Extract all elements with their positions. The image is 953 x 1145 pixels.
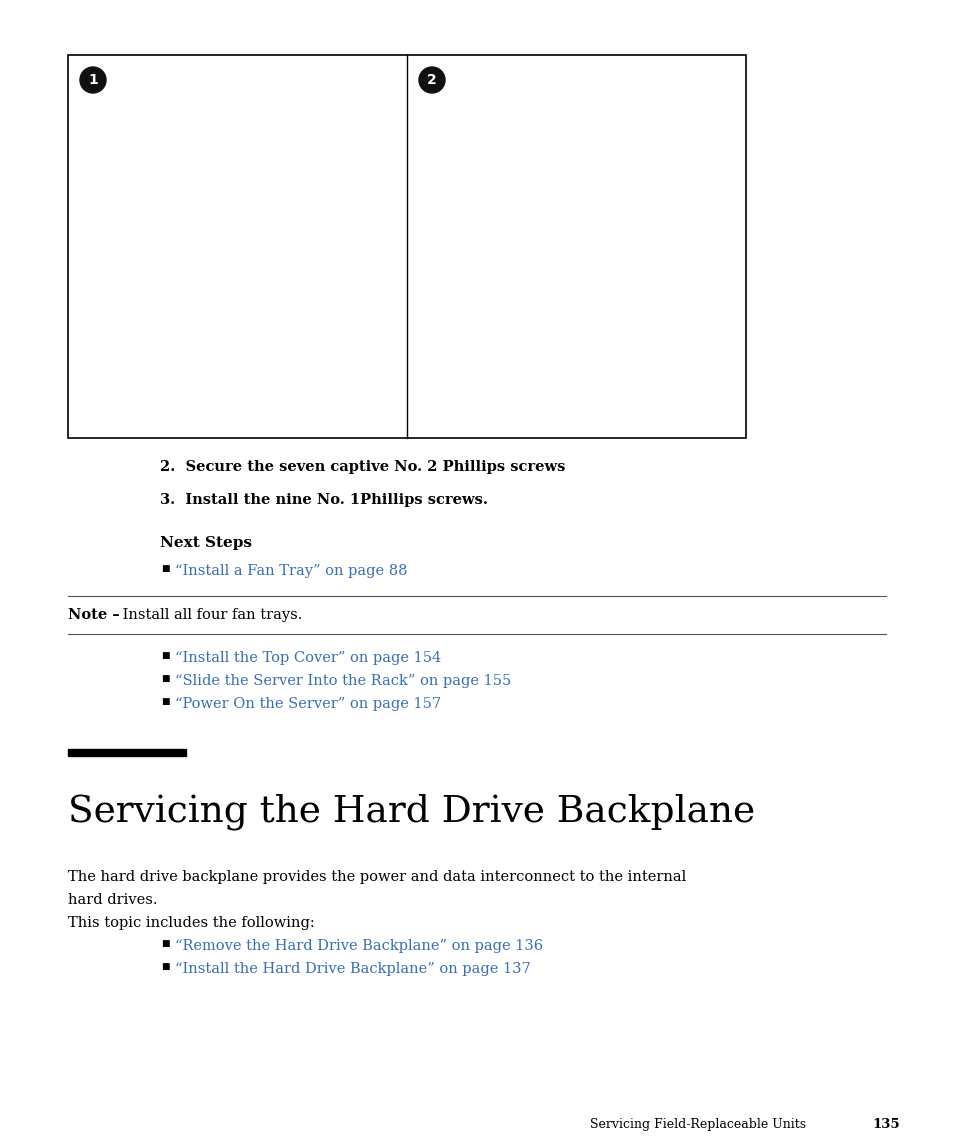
Text: This topic includes the following:: This topic includes the following: [68,916,314,930]
Text: Note –: Note – [68,608,119,622]
Text: “Remove the Hard Drive Backplane” on page 136: “Remove the Hard Drive Backplane” on pag… [174,939,542,953]
Bar [68,55,745,439]
Bar [68,749,186,756]
Text: Next Steps: Next Steps [160,536,252,550]
Text: The hard drive backplane provides the power and data interconnect to the interna: The hard drive backplane provides the po… [68,870,685,884]
Text: 135: 135 [871,1118,899,1131]
Text: Install all four fan trays.: Install all four fan trays. [118,608,302,622]
Text: “Install a Fan Tray” on page 88: “Install a Fan Tray” on page 88 [174,564,407,578]
Text: ■: ■ [161,697,170,706]
Text: ■: ■ [161,564,170,572]
Text: hard drives.: hard drives. [68,893,157,907]
Text: 2: 2 [427,73,436,87]
Text: ■: ■ [161,674,170,684]
Text: 1: 1 [88,73,98,87]
Circle shape [80,68,106,93]
Circle shape [418,68,444,93]
Text: ■: ■ [161,962,170,971]
Text: ■: ■ [161,939,170,948]
Text: “Power On the Server” on page 157: “Power On the Server” on page 157 [174,697,440,711]
Text: “Install the Hard Drive Backplane” on page 137: “Install the Hard Drive Backplane” on pa… [174,962,530,976]
Text: 3.  Install the nine No. 1Phillips screws.: 3. Install the nine No. 1Phillips screws… [160,493,487,507]
Text: Servicing Field-Replaceable Units: Servicing Field-Replaceable Units [589,1118,805,1131]
Text: Servicing the Hard Drive Backplane: Servicing the Hard Drive Backplane [68,793,755,829]
Text: ■: ■ [161,652,170,660]
Text: 2.  Secure the seven captive No. 2 Phillips screws: 2. Secure the seven captive No. 2 Philli… [160,460,565,474]
Text: “Install the Top Cover” on page 154: “Install the Top Cover” on page 154 [174,652,441,665]
Text: “Slide the Server Into the Rack” on page 155: “Slide the Server Into the Rack” on page… [174,674,511,688]
